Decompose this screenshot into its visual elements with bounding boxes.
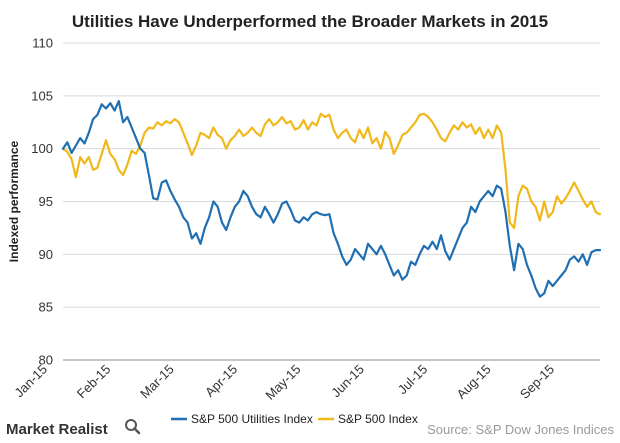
y-axis: 80 85 90 95 100 105 110 (31, 36, 53, 368)
series-line-sp500 (61, 112, 602, 229)
y-tick-label: 85 (39, 300, 53, 315)
legend-label-utilities: S&P 500 Utilities Index (191, 412, 313, 426)
grid (63, 42, 600, 308)
chart-title: Utilities Have Underperformed the Broade… (72, 12, 548, 31)
x-tick-label: Jan-15 (11, 362, 50, 401)
x-tick-label: Apr-15 (202, 362, 240, 400)
legend: S&P 500 Utilities Index S&P 500 Index (171, 412, 418, 426)
y-tick-label: 90 (39, 247, 53, 262)
magnifier-icon (125, 419, 141, 435)
x-tick-label: Jun-15 (328, 362, 367, 401)
x-tick-label: Aug-15 (453, 362, 493, 402)
y-tick-label: 95 (39, 194, 53, 209)
x-tick-label: May-15 (262, 362, 303, 403)
brand-logo: Market Realist (6, 419, 141, 438)
brand-name: Market Realist (6, 421, 108, 438)
x-tick-label: Feb-15 (74, 362, 114, 402)
y-tick-label: 105 (31, 88, 53, 103)
x-tick-label: Jul-15 (395, 362, 431, 398)
y-tick-label: 80 (39, 353, 53, 368)
legend-label-sp500: S&P 500 Index (338, 412, 418, 426)
source-note: Source: S&P Dow Jones Indices (427, 422, 614, 437)
x-tick-label: Sep-15 (517, 362, 557, 402)
y-axis-label: Indexed performance (7, 140, 21, 262)
y-tick-label: 110 (32, 36, 53, 51)
x-axis: Jan-15 Feb-15 Mar-15 Apr-15 May-15 Jun-15 Jul-… (11, 362, 557, 403)
x-tick-label: Mar-15 (137, 362, 177, 402)
y-tick-label: 100 (31, 141, 53, 156)
series-line-utilities (61, 99, 602, 298)
series-lines (61, 99, 602, 298)
